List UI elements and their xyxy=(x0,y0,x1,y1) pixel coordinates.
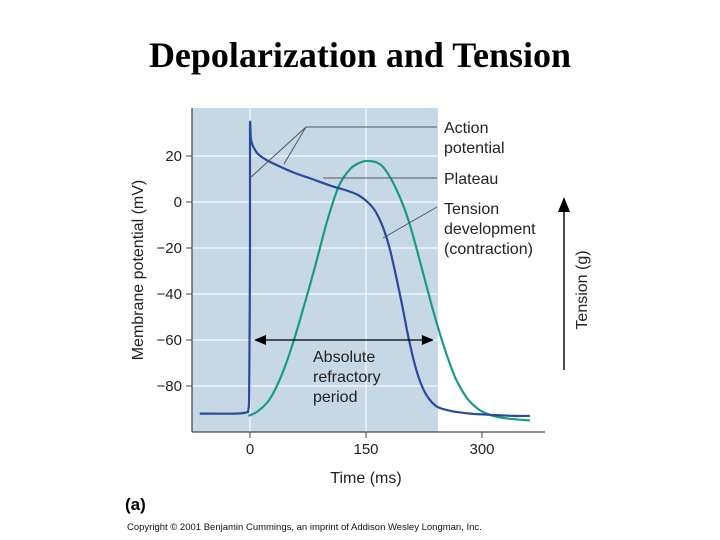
refractory-arrow-head-right xyxy=(421,335,434,345)
tension-axis-arrow-head xyxy=(558,197,570,212)
series-line-tension xyxy=(247,159,531,422)
y-tick-label: −80 xyxy=(157,378,182,395)
annotation-refractory-period: Absolute refractory period xyxy=(313,349,385,406)
y-tick-label: 20 xyxy=(165,148,182,165)
y-tick-label: −20 xyxy=(157,240,182,257)
y-tick-label: −40 xyxy=(157,286,182,303)
tick-group: 20 0 −20 −40 −60 −80 0 150 300 xyxy=(157,148,495,458)
y-axis-title: Membrane potential (mV) xyxy=(130,180,147,361)
tension-axis-title: Tension (g) xyxy=(574,250,591,329)
x-tick-label: 150 xyxy=(353,441,378,458)
x-tick-label: 300 xyxy=(469,441,494,458)
panel-label: (a) xyxy=(125,495,146,514)
page-title: Depolarization and Tension xyxy=(148,35,572,75)
x-axis-title: Time (ms) xyxy=(330,470,401,487)
x-tick-label: 0 xyxy=(246,441,254,458)
leader-action-potential-decay xyxy=(283,126,307,165)
annotation-plateau: Plateau xyxy=(444,171,498,188)
y-tick-label: 0 xyxy=(174,194,182,211)
leader-tension xyxy=(382,206,438,239)
annotation-tension-development: Tension development (contraction) xyxy=(444,201,540,258)
annotation-leaders xyxy=(249,126,438,239)
refractory-arrow-head-left xyxy=(254,335,266,345)
copyright-text: Copyright © 2001 Benjamin Cummings, an i… xyxy=(127,522,482,533)
series-line-action-potential xyxy=(199,120,530,418)
y-tick-label: −60 xyxy=(157,332,182,349)
annotation-action-potential: Action potential xyxy=(444,120,505,157)
leader-action-potential-upstroke xyxy=(249,126,307,179)
